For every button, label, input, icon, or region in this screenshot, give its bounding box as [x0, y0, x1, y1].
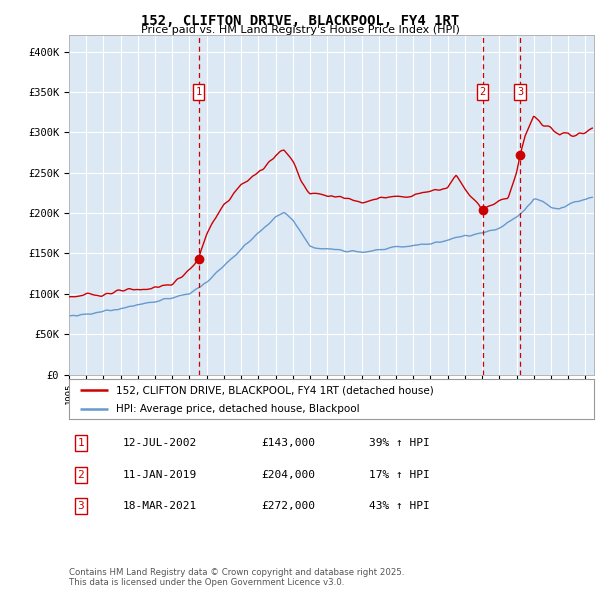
Text: 1: 1 — [77, 438, 85, 448]
Text: 1: 1 — [196, 87, 202, 97]
Text: £272,000: £272,000 — [261, 501, 315, 511]
Text: 2: 2 — [77, 470, 85, 480]
Text: 152, CLIFTON DRIVE, BLACKPOOL, FY4 1RT: 152, CLIFTON DRIVE, BLACKPOOL, FY4 1RT — [141, 14, 459, 28]
Text: 43% ↑ HPI: 43% ↑ HPI — [369, 501, 430, 511]
Text: Price paid vs. HM Land Registry's House Price Index (HPI): Price paid vs. HM Land Registry's House … — [140, 25, 460, 35]
Text: £204,000: £204,000 — [261, 470, 315, 480]
Text: HPI: Average price, detached house, Blackpool: HPI: Average price, detached house, Blac… — [116, 404, 360, 414]
Text: Contains HM Land Registry data © Crown copyright and database right 2025.
This d: Contains HM Land Registry data © Crown c… — [69, 568, 404, 587]
Text: 3: 3 — [77, 501, 85, 511]
Text: 2: 2 — [479, 87, 486, 97]
Text: 39% ↑ HPI: 39% ↑ HPI — [369, 438, 430, 448]
Text: 11-JAN-2019: 11-JAN-2019 — [123, 470, 197, 480]
Text: 12-JUL-2002: 12-JUL-2002 — [123, 438, 197, 448]
Text: £143,000: £143,000 — [261, 438, 315, 448]
Text: 17% ↑ HPI: 17% ↑ HPI — [369, 470, 430, 480]
Text: 3: 3 — [517, 87, 523, 97]
Text: 18-MAR-2021: 18-MAR-2021 — [123, 501, 197, 511]
Text: 152, CLIFTON DRIVE, BLACKPOOL, FY4 1RT (detached house): 152, CLIFTON DRIVE, BLACKPOOL, FY4 1RT (… — [116, 385, 434, 395]
